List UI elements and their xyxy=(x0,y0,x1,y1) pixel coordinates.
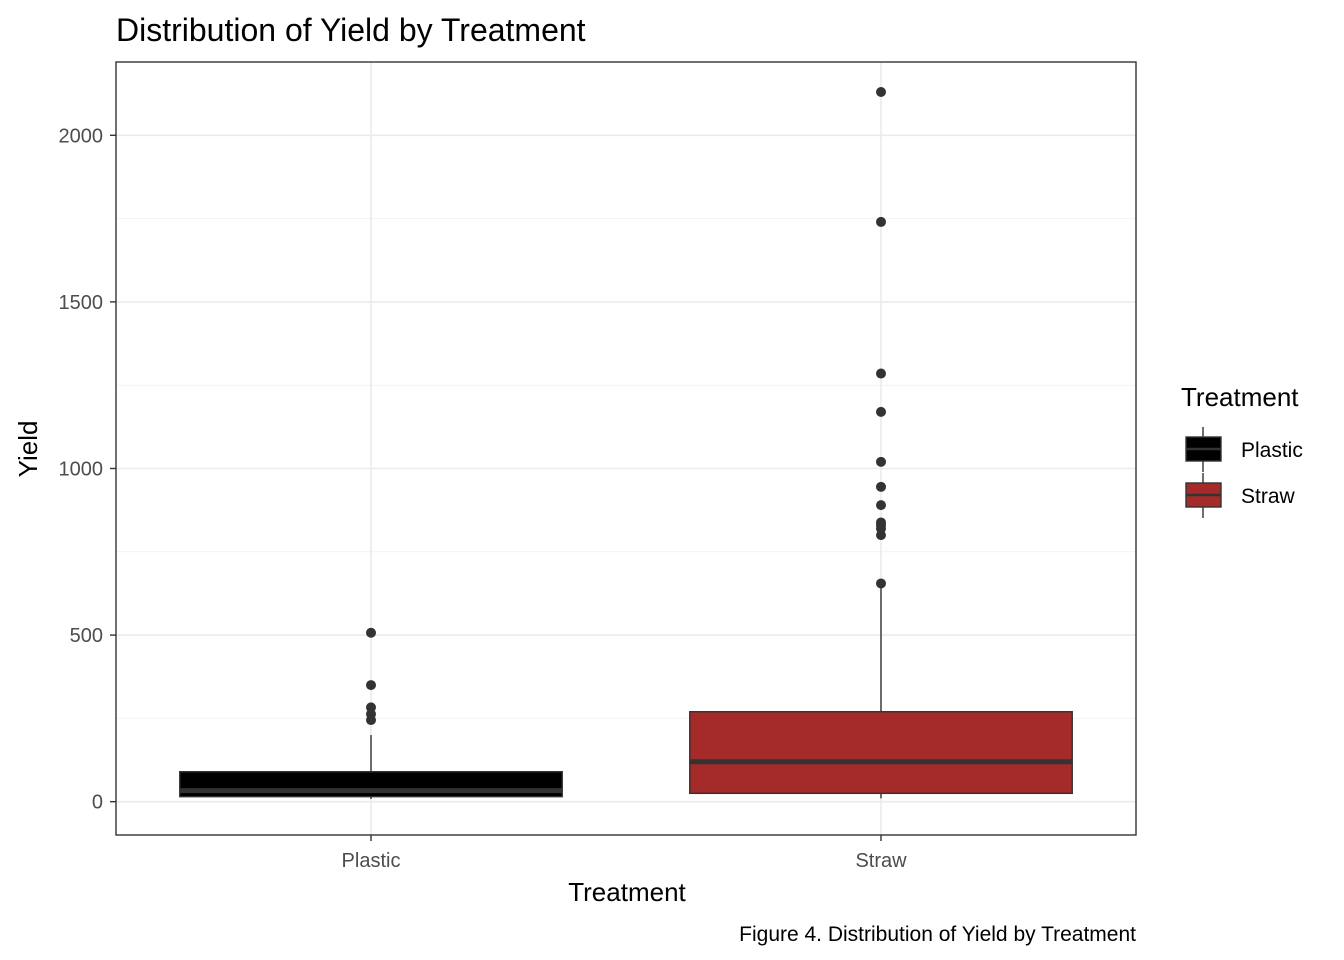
y-axis-title: Yield xyxy=(13,421,43,478)
outlier-point xyxy=(876,456,886,467)
box-plastic xyxy=(179,735,563,800)
plot-panel xyxy=(116,62,1136,835)
y-axis: 0 500 1000 1500 2000 xyxy=(59,125,116,814)
legend: Treatment Plastic Straw xyxy=(1181,382,1303,518)
legend-label: Straw xyxy=(1241,485,1296,508)
outlier-point xyxy=(876,578,886,589)
legend-item-plastic: Plastic xyxy=(1185,427,1303,472)
outlier-point xyxy=(366,702,376,713)
outlier-point xyxy=(876,500,886,511)
plot-border xyxy=(115,61,1137,836)
outlier-point xyxy=(366,627,376,638)
legend-item-straw: Straw xyxy=(1185,473,1296,518)
outlier-points xyxy=(366,86,886,726)
y-tick-label: 1000 xyxy=(59,458,104,480)
outlier-point xyxy=(876,216,886,227)
chart-title: Distribution of Yield by Treatment xyxy=(116,12,586,48)
legend-label: Plastic xyxy=(1241,439,1303,462)
x-axis-title: Treatment xyxy=(568,877,686,907)
y-tick-label: 1500 xyxy=(59,292,104,314)
outlier-point xyxy=(366,680,376,691)
outlier-point xyxy=(876,481,886,492)
y-tick-label: 2000 xyxy=(59,125,104,147)
legend-title: Treatment xyxy=(1181,382,1299,412)
x-tick-label: Plastic xyxy=(342,850,401,872)
y-tick-label: 500 xyxy=(70,625,103,647)
box-iqr xyxy=(689,711,1073,795)
x-axis: Plastic Straw xyxy=(342,835,907,872)
outlier-point xyxy=(876,406,886,417)
x-tick-label: Straw xyxy=(855,850,907,872)
outlier-point xyxy=(876,517,886,528)
box-straw xyxy=(689,585,1073,799)
outlier-point xyxy=(876,368,886,379)
boxes xyxy=(179,585,1073,800)
caption: Figure 4. Distribution of Yield by Treat… xyxy=(739,923,1136,946)
outlier-point xyxy=(876,86,886,97)
legend-items: Plastic Straw xyxy=(1185,427,1303,518)
y-tick-label: 0 xyxy=(92,792,103,814)
